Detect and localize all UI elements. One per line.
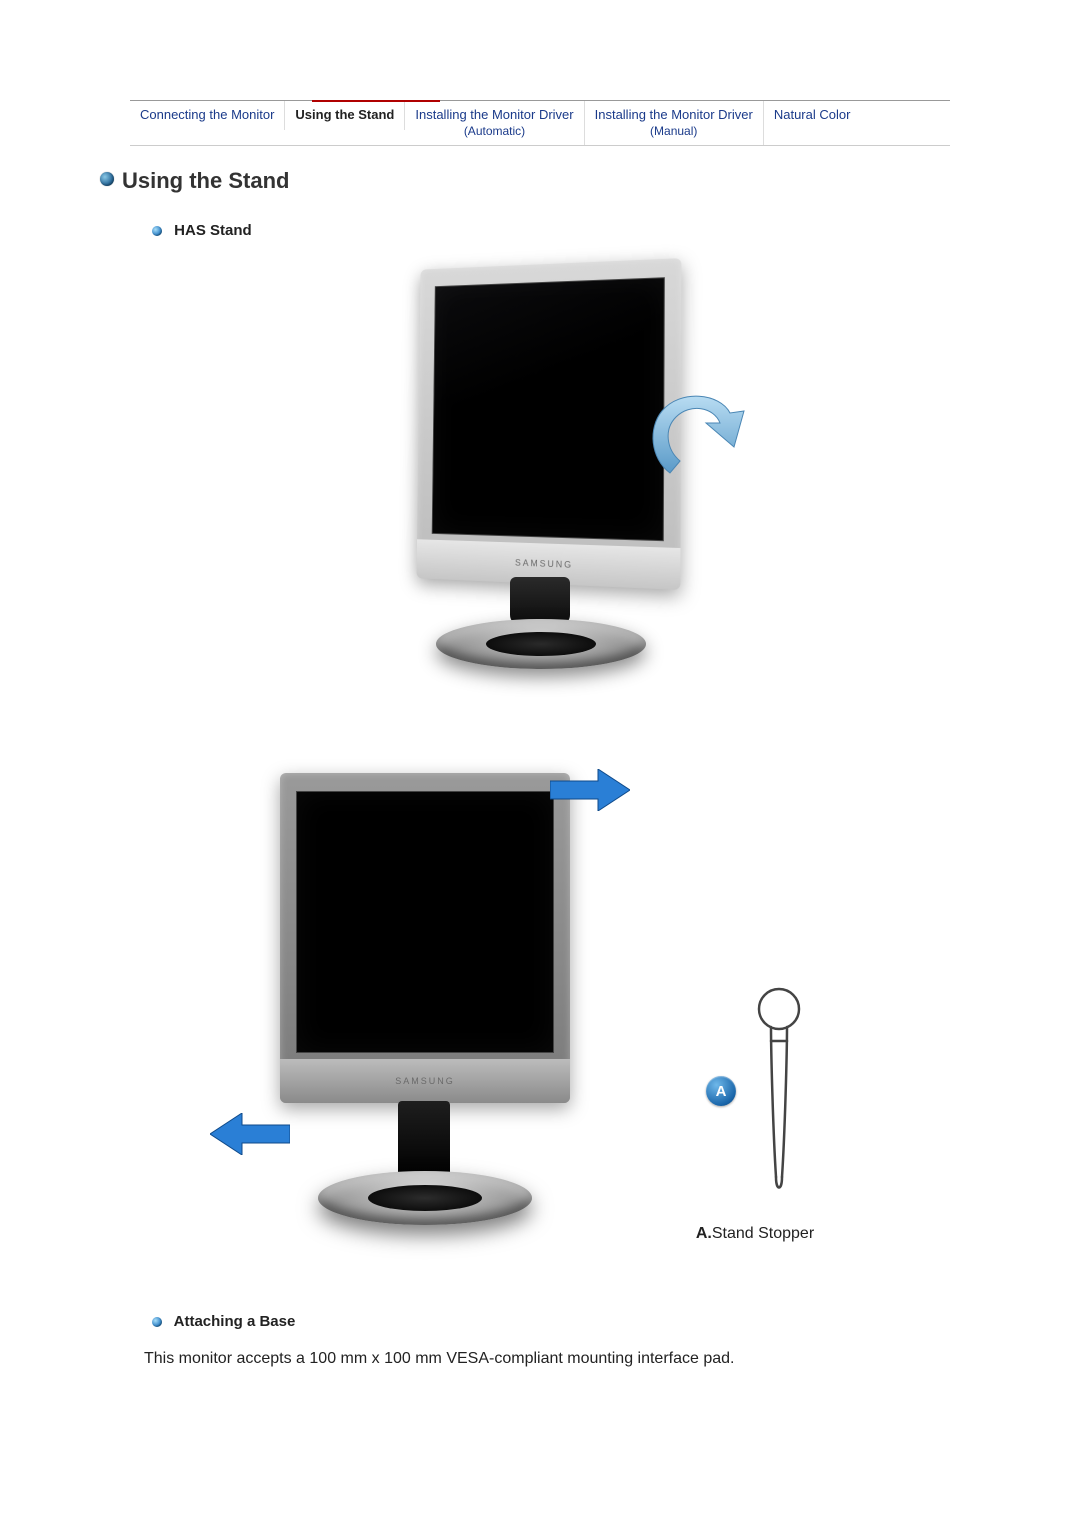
monitor-base xyxy=(318,1171,532,1225)
attaching-base-title: Attaching a Base xyxy=(174,1313,296,1330)
brand-text: SAMSUNG xyxy=(395,1076,455,1086)
monitor-chin: SAMSUNG xyxy=(280,1059,570,1103)
nav-using-stand[interactable]: Using the Stand xyxy=(285,101,405,130)
bullet-icon xyxy=(152,226,162,236)
stopper-caption: A.Stand Stopper xyxy=(696,1225,814,1243)
nav-label: Using the Stand xyxy=(295,107,394,122)
brand-text: SAMSUNG xyxy=(515,558,573,570)
monitor-screen xyxy=(432,278,665,542)
has-stand-title: HAS Stand xyxy=(174,222,252,239)
nav-natural-color[interactable]: Natural Color xyxy=(764,101,861,130)
attaching-base-body: This monitor accepts a 100 mm x 100 mm V… xyxy=(144,1348,950,1370)
swivel-arrow-icon xyxy=(640,383,750,493)
sub-title-row: Attaching a Base xyxy=(152,1313,950,1330)
section-title-row: Using the Stand xyxy=(100,168,950,194)
figure-swivel: SAMSUNG xyxy=(130,253,950,693)
stopper-column: A A.Stand Stopper xyxy=(670,981,840,1263)
nav-install-manual[interactable]: Installing the Monitor Driver (Manual) xyxy=(585,101,764,145)
badge-a-icon: A xyxy=(706,1076,736,1106)
bullet-icon xyxy=(100,172,114,186)
nav-install-auto[interactable]: Installing the Monitor Driver (Automatic… xyxy=(405,101,584,145)
badge-letter: A xyxy=(716,1083,727,1100)
monitor-swivel-illustration: SAMSUNG xyxy=(350,253,730,693)
monitor-neck xyxy=(510,577,570,625)
section-title: Using the Stand xyxy=(122,168,289,194)
figure-adjust: SAMSUNG A xyxy=(130,763,950,1263)
stopper-row: A xyxy=(706,981,804,1201)
nav-sublabel: (Manual) xyxy=(595,124,753,140)
page-content: Connecting the Monitor Using the Stand I… xyxy=(130,100,950,1371)
caption-prefix: A. xyxy=(696,1225,712,1242)
monitor-neck xyxy=(398,1101,450,1179)
nav-connecting[interactable]: Connecting the Monitor xyxy=(130,101,285,130)
monitor-screen xyxy=(296,791,554,1053)
nav-label: Connecting the Monitor xyxy=(140,107,274,122)
nav-sublabel: (Automatic) xyxy=(415,124,573,140)
nav-label: Installing the Monitor Driver xyxy=(595,107,753,122)
nav-label: Installing the Monitor Driver xyxy=(415,107,573,122)
nav-label: Natural Color xyxy=(774,107,851,122)
sub-title-row: HAS Stand xyxy=(152,222,950,239)
section-nav: Connecting the Monitor Using the Stand I… xyxy=(130,100,950,146)
arrow-right-icon xyxy=(550,769,630,811)
monitor-front-illustration: SAMSUNG xyxy=(240,763,600,1263)
monitor-base xyxy=(436,619,646,669)
monitor: SAMSUNG xyxy=(280,773,570,1103)
caption-text: Stand Stopper xyxy=(712,1225,814,1242)
bullet-icon xyxy=(152,1317,162,1327)
stopper-pin-icon xyxy=(754,981,804,1201)
arrow-left-icon xyxy=(210,1113,290,1155)
